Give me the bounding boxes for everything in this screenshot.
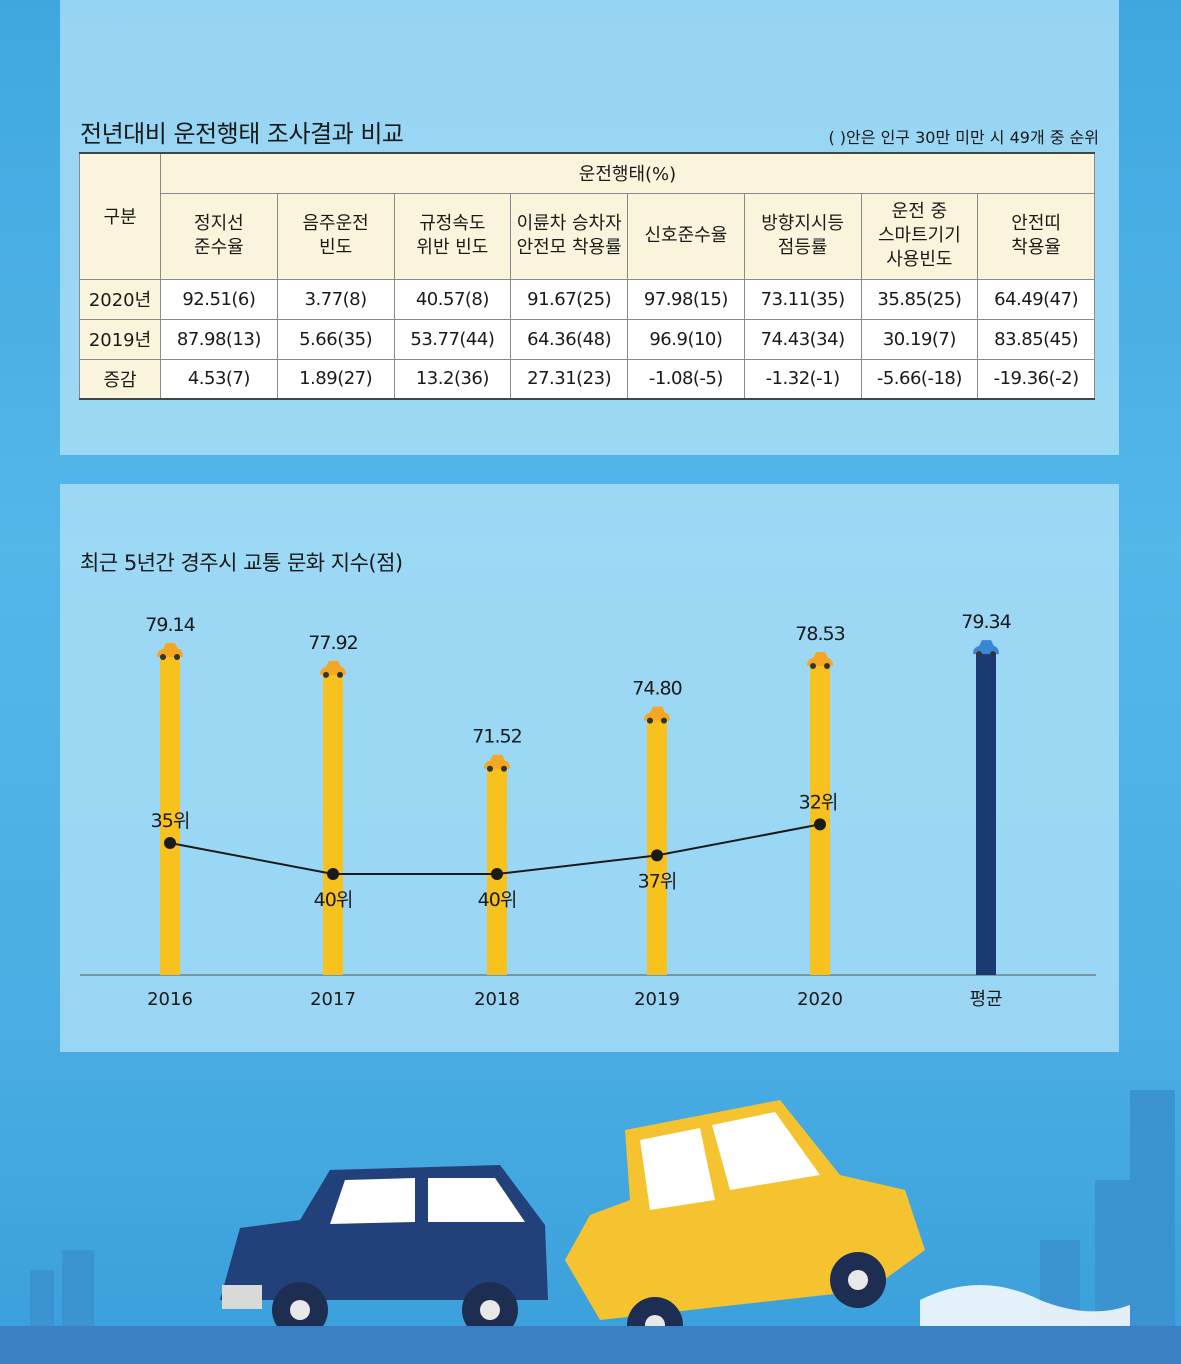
table-note: ( )안은 인구 30만 미만 시 49개 중 순위 bbox=[828, 128, 1099, 147]
car-icon-wheel bbox=[174, 654, 180, 660]
column-header: 방향지시등 점등률 bbox=[743, 192, 862, 280]
table-cell: 13.2(36) bbox=[393, 358, 512, 400]
rank-point bbox=[651, 849, 663, 862]
column-header: 음주운전 빈도 bbox=[276, 192, 395, 280]
car-icon-wheel bbox=[487, 765, 493, 772]
rank-point bbox=[814, 818, 826, 831]
car-icon-wheel bbox=[501, 765, 507, 772]
table-cell: -5.66(-18) bbox=[860, 358, 979, 400]
table-title: 전년대비 운전행태 조사결과 비교 bbox=[80, 120, 404, 148]
group-header: 운전행태(%) bbox=[160, 153, 1095, 194]
bar bbox=[647, 718, 667, 975]
car-icon bbox=[320, 660, 346, 675]
car-icon-wheel bbox=[661, 717, 667, 724]
car-icon-wheel bbox=[824, 662, 830, 669]
row-label: 2019년 bbox=[79, 318, 161, 360]
value-label: 78.53 bbox=[795, 623, 844, 645]
rank-point bbox=[164, 837, 176, 849]
yellow-car bbox=[565, 1100, 925, 1353]
column-header: 규정속도 위반 빈도 bbox=[393, 192, 512, 280]
column-header: 운전 중 스마트기기 사용빈도 bbox=[860, 192, 979, 280]
table-cell: 5.66(35) bbox=[276, 318, 395, 360]
table-row: 2019년 87.98(13) 5.66(35) 53.77(44) 64.36(48)… bbox=[79, 318, 1095, 360]
table-cell: 96.9(10) bbox=[627, 318, 745, 360]
x-tick-label: 평균 bbox=[969, 989, 1002, 1010]
driving-behavior-table: 구분 운전행태(%) 정지선 준수율 음주운전 빈도 규정속도 위반 빈도 이륜차 승차자… bbox=[79, 152, 1095, 400]
table-cell: 1.89(27) bbox=[276, 358, 395, 400]
table-cell: 74.43(34) bbox=[743, 318, 862, 360]
chart-panel bbox=[60, 484, 1119, 1052]
rank-label: 40위 bbox=[478, 889, 517, 911]
table-cell: 92.51(6) bbox=[160, 278, 278, 320]
rank-label: 32위 bbox=[799, 791, 838, 813]
rank-point bbox=[491, 868, 503, 880]
rank-label: 35위 bbox=[151, 810, 190, 832]
car-icon bbox=[973, 640, 999, 655]
table-cell: 4.53(7) bbox=[160, 358, 278, 400]
bar bbox=[160, 655, 180, 975]
car-icon-wheel bbox=[810, 662, 816, 669]
bar bbox=[976, 652, 996, 975]
car-icon-wheel bbox=[976, 651, 982, 658]
table-cell: 64.36(48) bbox=[510, 318, 628, 360]
value-label: 71.52 bbox=[472, 726, 521, 748]
car-icon-wheel bbox=[323, 671, 329, 678]
table-row: 증감 4.53(7) 1.89(27) 13.2(36) 27.31(23) -1.08(… bbox=[79, 358, 1095, 400]
rank-point bbox=[327, 868, 339, 880]
table-cell: -1.32(-1) bbox=[743, 358, 862, 400]
table-cell: -19.36(-2) bbox=[977, 358, 1095, 400]
rank-label: 37위 bbox=[638, 870, 677, 892]
column-header-label: 정지선 준수율 bbox=[194, 212, 244, 258]
bar bbox=[323, 672, 343, 975]
row-label: 2020년 bbox=[79, 278, 161, 320]
car-icon bbox=[157, 643, 183, 657]
x-tick-label: 2019 bbox=[634, 989, 680, 1010]
column-header-label: 규정속도 위반 빈도 bbox=[416, 212, 489, 258]
value-label: 79.14 bbox=[145, 614, 195, 636]
car-icon bbox=[807, 651, 833, 666]
table-cell: 91.67(25) bbox=[510, 278, 628, 320]
value-label: 74.80 bbox=[632, 678, 681, 700]
table-cell: 87.98(13) bbox=[160, 318, 278, 360]
value-label: 77.92 bbox=[308, 632, 357, 654]
column-header: 신호준수율 bbox=[627, 192, 745, 280]
column-header-label: 안전띠 착용율 bbox=[1011, 212, 1061, 258]
rank-label: 40위 bbox=[314, 889, 353, 911]
table-cell: 97.98(15) bbox=[627, 278, 745, 320]
row-label: 증감 bbox=[79, 358, 161, 400]
car-icon bbox=[484, 754, 510, 769]
column-header-label: 운전 중 스마트기기 사용빈도 bbox=[877, 200, 961, 271]
chart-title: 최근 5년간 경주시 교통 문화 지수(점) bbox=[80, 551, 403, 575]
car-icon-wheel bbox=[647, 717, 653, 724]
table-cell: 64.49(47) bbox=[977, 278, 1095, 320]
x-tick-label: 2020 bbox=[797, 989, 843, 1010]
car-icon bbox=[644, 706, 670, 721]
water-splash bbox=[920, 1285, 1130, 1326]
car-icon-wheel bbox=[990, 651, 996, 658]
x-tick-label: 2017 bbox=[310, 989, 356, 1010]
value-label: 79.34 bbox=[961, 611, 1011, 633]
column-header: 이륜차 승차자 안전모 착용률 bbox=[510, 192, 628, 280]
blue-car bbox=[220, 1165, 548, 1338]
road bbox=[0, 1326, 1181, 1364]
x-tick-label: 2018 bbox=[474, 989, 520, 1010]
column-header: 안전띠 착용율 bbox=[977, 192, 1095, 280]
x-tick-label: 2016 bbox=[147, 989, 193, 1010]
column-header: 정지선 준수율 bbox=[160, 192, 278, 280]
car-icon-wheel bbox=[160, 654, 166, 660]
car-icon-wheel bbox=[337, 671, 343, 678]
table-cell: 40.57(8) bbox=[393, 278, 512, 320]
table-row: 2020년 92.51(6) 3.77(8) 40.57(8) 91.67(25) 97.… bbox=[79, 278, 1095, 320]
row-header-label: 구분 bbox=[79, 153, 161, 280]
column-header-label: 방향지시등 점등률 bbox=[761, 212, 845, 258]
column-header-label: 신호준수율 bbox=[644, 224, 728, 246]
crash-illustration bbox=[30, 1090, 1175, 1364]
column-header-label: 이륜차 승차자 안전모 착용률 bbox=[516, 212, 622, 258]
table-cell: -1.08(-5) bbox=[627, 358, 745, 400]
table-cell: 73.11(35) bbox=[743, 278, 862, 320]
table-cell: 30.19(7) bbox=[860, 318, 979, 360]
column-header-label: 음주운전 빈도 bbox=[302, 212, 369, 258]
